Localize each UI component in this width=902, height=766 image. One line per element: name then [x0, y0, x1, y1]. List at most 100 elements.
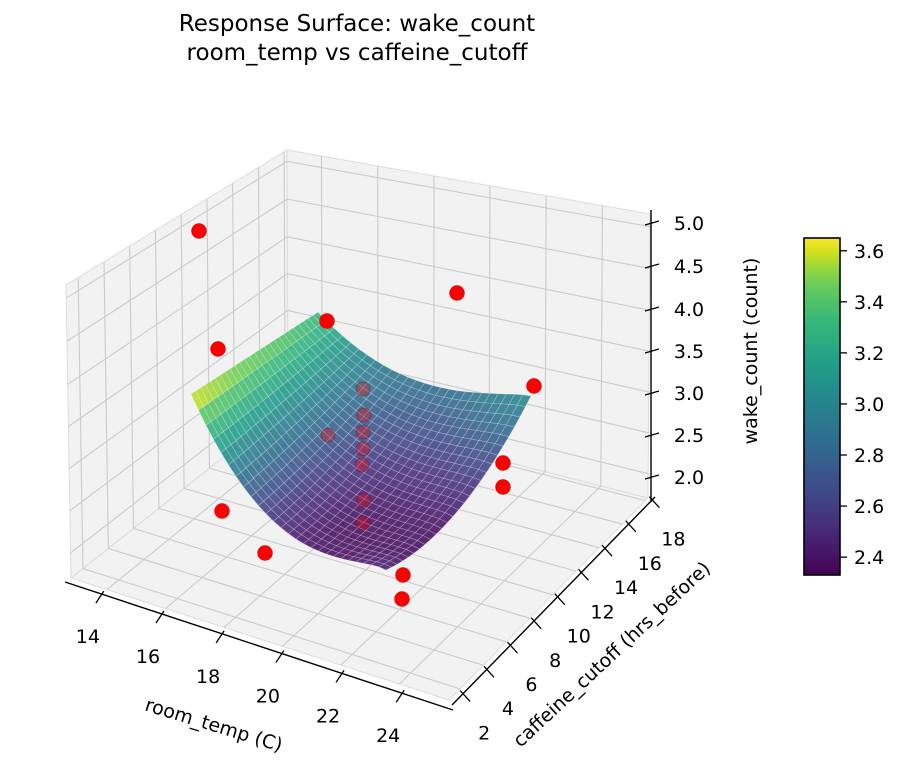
surface-quad	[439, 512, 454, 524]
surface-quad	[483, 452, 499, 465]
grid-x-floor	[340, 471, 546, 666]
grid-z-right-wall	[287, 309, 649, 393]
x-tick-label: 18	[196, 666, 220, 688]
colorbar-tick-label: 3.2	[854, 343, 884, 365]
z-tick-mark	[644, 390, 660, 396]
y-tick-mark	[459, 690, 471, 702]
surface-quad	[388, 556, 404, 565]
grid-x-wall	[600, 205, 603, 486]
x-tick-mark	[335, 670, 345, 683]
z-tick-label: 4.5	[674, 256, 704, 278]
response-surface-mesh	[190, 311, 532, 571]
axis-ticks	[95, 220, 660, 703]
y-tick-label: 12	[590, 601, 614, 623]
grid-y-wall	[103, 261, 109, 549]
y-tick-mark	[483, 665, 495, 678]
colorbar-tick-label: 2.8	[854, 445, 884, 467]
data-point-occluded	[356, 492, 372, 508]
x-tick-label: 24	[376, 725, 400, 747]
z-tick-mark	[644, 220, 660, 226]
grid-z-right-wall	[287, 198, 650, 270]
colorbar-tick-label: 3.0	[854, 394, 884, 416]
x-tick-label: 22	[316, 705, 340, 727]
data-point	[449, 285, 465, 301]
x-tick-mark	[95, 590, 105, 604]
surface-quad	[405, 544, 421, 554]
y-tick-mark	[578, 568, 589, 581]
z-tick-label: 3.0	[674, 383, 704, 405]
y-tick-label: 2	[478, 723, 490, 745]
scatter-points	[191, 223, 542, 607]
z-tick-mark	[644, 432, 660, 438]
z-axis-title: wake_count (count)	[740, 258, 762, 445]
grid-z-left-wall	[65, 160, 288, 299]
grid-y-floor	[108, 547, 484, 666]
surface-quad	[455, 491, 471, 504]
data-point-occluded	[355, 424, 371, 440]
x-axis-line	[64, 581, 454, 711]
z-tick-mark	[644, 263, 660, 269]
grid-y-floor	[158, 507, 530, 619]
axis-lines	[64, 210, 656, 711]
data-point	[495, 479, 511, 495]
colorbar-tick-label: 3.6	[854, 241, 884, 263]
data-point	[210, 341, 226, 357]
data-point	[495, 455, 511, 471]
grid-x-floor	[399, 485, 602, 685]
x-tick-mark	[395, 689, 405, 703]
y-tick-mark	[601, 544, 613, 557]
grid-z-right-wall	[287, 273, 650, 352]
y-tick-label: 8	[549, 650, 561, 672]
x-tick-mark	[155, 610, 165, 624]
colorbar-tick-label: 2.6	[854, 496, 884, 518]
chart-title-line-1: Response Surface: wake_count	[178, 11, 536, 37]
y-tick-label: 18	[661, 529, 685, 551]
surface-quad	[377, 563, 393, 571]
grid-y-wall	[180, 214, 185, 489]
colorbar-gradient	[803, 237, 841, 576]
x-tick-mark	[275, 650, 285, 663]
colorbar: 2.4 2.6 2.8 3.0 3.2 3.4 3.6	[803, 237, 884, 576]
y-tick-label: 10	[567, 626, 591, 648]
chart-title: Response Surface: wake_count room_temp v…	[57, 10, 657, 69]
grid-z-right-wall	[287, 236, 650, 311]
y-tick-label: 4	[502, 698, 514, 720]
z-tick-label: 3.5	[674, 341, 704, 363]
colorbar-tick-label: 2.4	[854, 547, 884, 569]
y-tick-mark	[648, 496, 660, 509]
data-point	[257, 545, 273, 561]
grid-y-floor	[133, 527, 507, 643]
grid-z-right-wall	[286, 160, 651, 228]
y-tick-mark	[530, 617, 542, 630]
data-point-occluded	[355, 515, 371, 531]
grid-x-wall	[544, 195, 547, 472]
y-tick-mark	[625, 520, 637, 533]
data-point	[395, 567, 411, 583]
surface-quad	[494, 434, 510, 447]
colorbar-tick-label: 3.4	[854, 292, 884, 314]
x-tick-mark	[215, 630, 225, 644]
data-point	[214, 503, 230, 519]
data-point-occluded	[356, 407, 372, 423]
z-tick-label: 2.0	[674, 467, 704, 489]
data-point-occluded	[355, 381, 371, 397]
y-tick-mark	[506, 641, 518, 654]
y-tick-mark	[554, 593, 566, 606]
y-tick-label: 14	[614, 577, 638, 599]
z-tick-mark	[644, 306, 660, 312]
data-point	[526, 378, 542, 394]
grid-y-wall	[77, 277, 84, 569]
y-tick-label: 16	[638, 553, 662, 575]
x-tick-label: 20	[256, 686, 280, 708]
data-point	[319, 313, 335, 329]
x-tick-label: 16	[136, 646, 160, 668]
surface-quad	[461, 484, 476, 497]
y-tick-label: 6	[525, 674, 537, 696]
z-tick-mark	[644, 348, 660, 354]
data-point-occluded	[354, 457, 370, 473]
z-tick-label: 2.5	[674, 425, 704, 447]
z-tick-label: 5.0	[674, 213, 704, 235]
grid-y-wall	[129, 246, 135, 529]
